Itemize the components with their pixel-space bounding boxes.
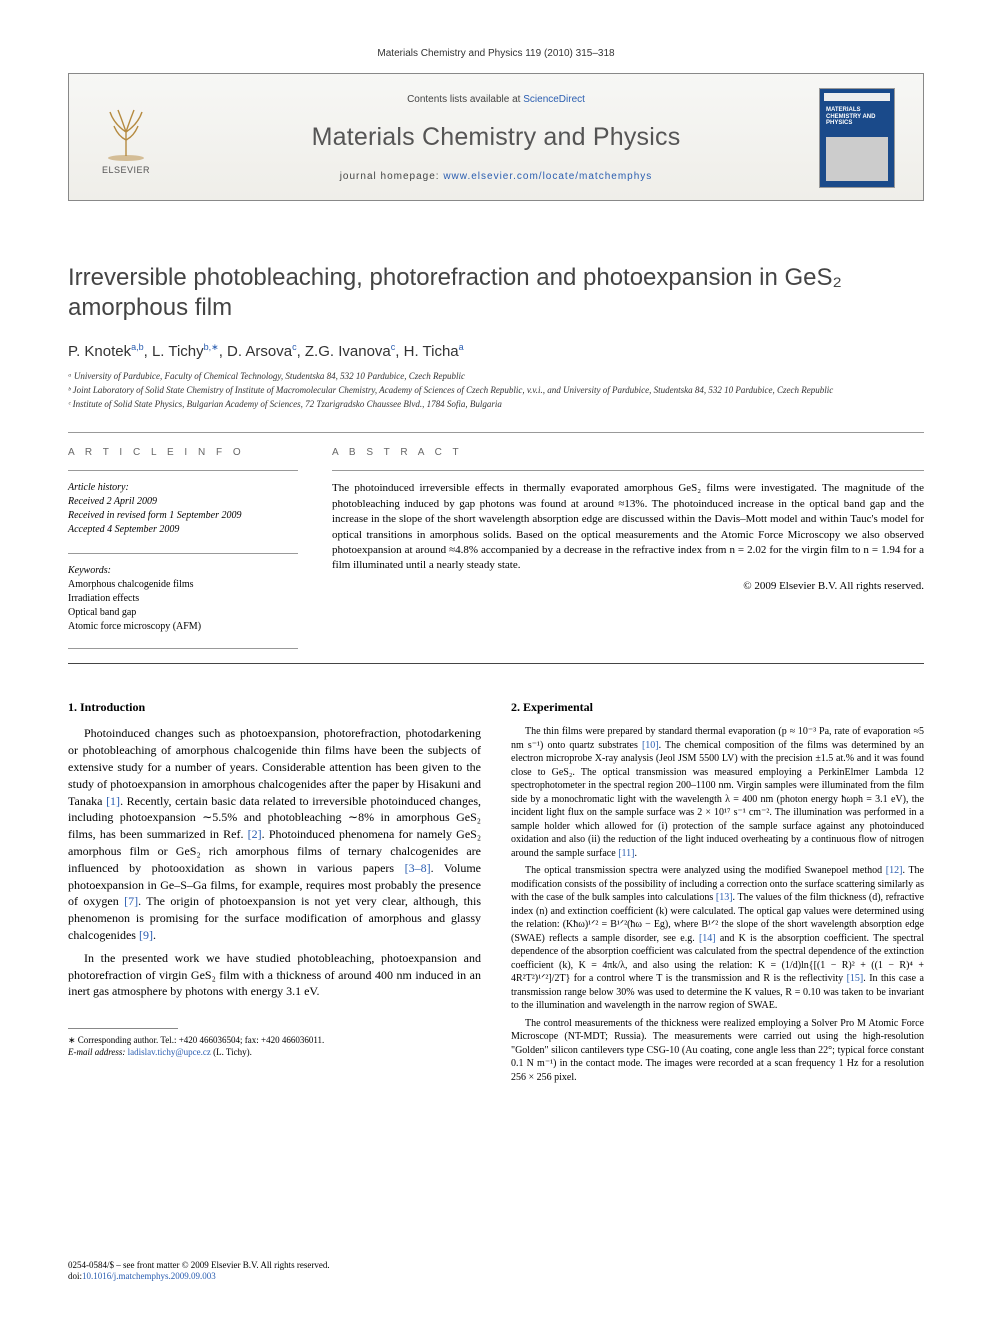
history-accepted: Accepted 4 September 2009 xyxy=(68,523,298,537)
abstract-copyright: © 2009 Elsevier B.V. All rights reserved… xyxy=(332,580,924,592)
page-footer: 0254-0584/$ – see front matter © 2009 El… xyxy=(68,1260,330,1283)
paragraph: The control measurements of the thicknes… xyxy=(511,1017,924,1085)
journal-cover-thumbnail: MATERIALS CHEMISTRY AND PHYSICS xyxy=(819,88,895,188)
keyword: Amorphous chalcogenide films xyxy=(68,578,298,592)
cover-title: MATERIALS CHEMISTRY AND PHYSICS xyxy=(826,107,888,127)
keyword: Optical band gap xyxy=(68,606,298,620)
article-info-heading: A R T I C L E I N F O xyxy=(68,447,298,458)
abstract-heading: A B S T R A C T xyxy=(332,447,924,458)
homepage-link[interactable]: www.elsevier.com/locate/matchemphys xyxy=(443,171,652,182)
affiliations: ᵃ University of Pardubice, Faculty of Ch… xyxy=(68,370,924,410)
article-history: Article history: Received 2 April 2009 R… xyxy=(68,481,298,537)
history-label: Article history: xyxy=(68,481,298,495)
affiliation: ᵇ Joint Laboratory of Solid State Chemis… xyxy=(68,384,924,396)
corr-email-who: (L. Tichy). xyxy=(211,1047,252,1057)
footnote-rule xyxy=(68,1028,178,1029)
left-column: 1. Introduction Photoinduced changes suc… xyxy=(68,700,481,1088)
contents-prefix: Contents lists available at xyxy=(407,94,523,105)
rule xyxy=(68,553,298,554)
affiliation: ᵃ University of Pardubice, Faculty of Ch… xyxy=(68,370,924,382)
keyword: Irradiation effects xyxy=(68,592,298,606)
running-head: Materials Chemistry and Physics 119 (201… xyxy=(68,48,924,59)
corr-email-link[interactable]: ladislav.tichy@upce.cz xyxy=(128,1047,211,1057)
paragraph: In the presented work we have studied ph… xyxy=(68,950,481,1000)
corresponding-author-footnote: ∗ Corresponding author. Tel.: +420 46603… xyxy=(68,1034,481,1058)
keywords-label: Keywords: xyxy=(68,564,298,578)
rule xyxy=(332,470,924,471)
paragraph: Photoinduced changes such as photoexpans… xyxy=(68,725,481,943)
journal-homepage-line: journal homepage: www.elsevier.com/locat… xyxy=(189,171,803,182)
rule xyxy=(68,648,298,649)
right-column: 2. Experimental The thin films were prep… xyxy=(511,700,924,1088)
corr-author-line: ∗ Corresponding author. Tel.: +420 46603… xyxy=(68,1034,481,1046)
sciencedirect-link[interactable]: ScienceDirect xyxy=(523,94,585,105)
paragraph: The thin films were prepared by standard… xyxy=(511,725,924,860)
doi-label: doi: xyxy=(68,1271,82,1281)
article-title: Irreversible photobleaching, photorefrac… xyxy=(68,263,924,323)
elsevier-tree-icon xyxy=(96,102,156,162)
section-1-heading: 1. Introduction xyxy=(68,700,481,715)
journal-name: Materials Chemistry and Physics xyxy=(189,123,803,152)
footer-copyright: 0254-0584/$ – see front matter © 2009 El… xyxy=(68,1260,330,1272)
elsevier-logo: ELSEVIER xyxy=(87,95,165,181)
author-list: P. Knoteka,b, L. Tichyb,∗, D. Arsovac, Z… xyxy=(68,343,924,360)
article-info-abstract-grid: A R T I C L E I N F O Article history: R… xyxy=(68,447,924,649)
email-label: E-mail address: xyxy=(68,1047,128,1057)
doi-link[interactable]: 10.1016/j.matchemphys.2009.09.003 xyxy=(82,1271,216,1281)
homepage-prefix: journal homepage: xyxy=(340,171,444,182)
publisher-name: ELSEVIER xyxy=(102,165,150,175)
abstract-text: The photoinduced irreversible effects in… xyxy=(332,481,924,573)
affiliation: ᶜ Institute of Solid State Physics, Bulg… xyxy=(68,398,924,410)
footer-doi-line: doi:10.1016/j.matchemphys.2009.09.003 xyxy=(68,1271,330,1283)
contents-available-line: Contents lists available at ScienceDirec… xyxy=(189,94,803,105)
history-received: Received 2 April 2009 xyxy=(68,495,298,509)
paragraph: The optical transmission spectra were an… xyxy=(511,864,924,1013)
corr-email-line: E-mail address: ladislav.tichy@upce.cz (… xyxy=(68,1046,481,1058)
history-revised: Received in revised form 1 September 200… xyxy=(68,509,298,523)
section-rule xyxy=(68,432,924,433)
keyword: Atomic force microscopy (AFM) xyxy=(68,620,298,634)
section-2-heading: 2. Experimental xyxy=(511,700,924,715)
article-info-column: A R T I C L E I N F O Article history: R… xyxy=(68,447,298,649)
rule xyxy=(68,470,298,471)
journal-masthead: ELSEVIER Contents lists available at Sci… xyxy=(68,73,924,201)
keywords-block: Keywords: Amorphous chalcogenide filmsIr… xyxy=(68,564,298,634)
section-rule xyxy=(68,663,924,664)
body-two-column: 1. Introduction Photoinduced changes suc… xyxy=(68,700,924,1088)
abstract-column: A B S T R A C T The photoinduced irrever… xyxy=(332,447,924,649)
